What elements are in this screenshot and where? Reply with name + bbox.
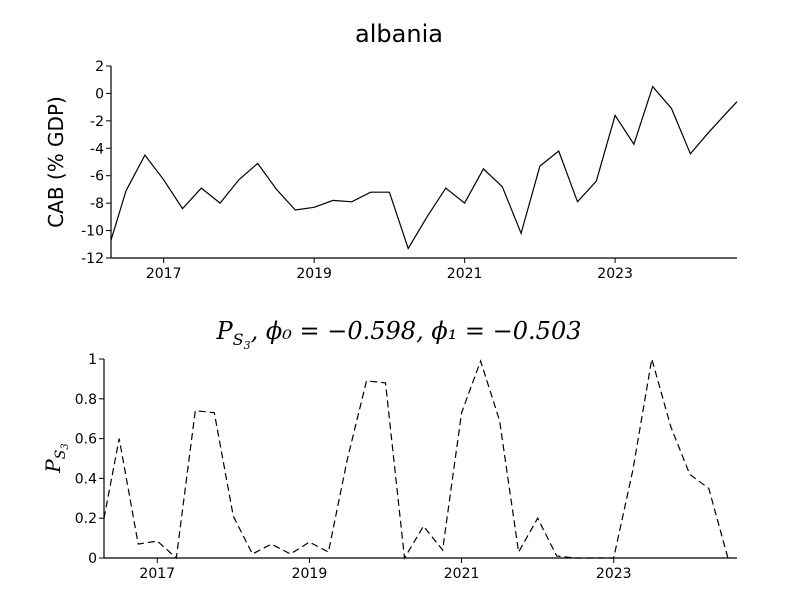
ylabel-P: P [41,459,65,474]
cab-series-line [110,85,738,250]
y-tick-label: -12 [81,251,104,267]
cab-chart-title: albania [355,20,443,48]
x-tick-label: 2017 [146,266,182,282]
probability-chart-title: PS3, ϕ₀ = −0.598, ϕ₁ = −0.503 [216,317,582,352]
ylabel-sub-S: S [53,450,69,460]
y-tick-label: 0 [88,551,97,567]
x-tick-label: 2021 [447,266,483,282]
cab-chart: albania CAB (% GDP) -12 -10 -8 -6 -4 -2 0 2 2017… [44,20,738,282]
probability-chart: PS3, ϕ₀ = −0.598, ϕ₁ = −0.503 PS3 00.20.… [41,317,737,582]
y-tick-label: 2 [95,59,104,75]
cab-points-group [111,86,737,248]
x-tick-label: 2023 [596,566,632,582]
y-tick-label: -6 [90,169,104,185]
y-tick-label: -2 [90,114,104,130]
y-tick-label: -10 [81,224,104,240]
x-tick-label: 2023 [597,266,633,282]
y-tick-label: -4 [90,141,104,157]
title-params: , ϕ₀ = −0.598, ϕ₁ = −0.503 [251,317,582,345]
y-tick-label: 0.8 [75,392,97,408]
cab-y-axis-label: CAB (% GDP) [44,96,68,228]
ylabel-subsub-3: 3 [60,443,71,449]
title-subsub-3: 3 [244,339,251,352]
y-tick-label: -8 [90,196,104,212]
probability-tick-group: 0 0.2 0.4 0.6 0.8 1 2017 2019 2021 2023 [75,352,632,582]
cab-tick-group: -12 -10 -8 -6 -4 -2 0 2 2017 2019 2021 2023 [81,59,633,282]
x-tick-label: 2017 [139,566,175,582]
probability-y-axis-label: PS3 [41,443,71,473]
y-tick-label: 0 [95,86,104,102]
x-tick-label: 2019 [296,266,332,282]
probability-series-line [103,358,729,560]
y-tick-label: 0.2 [75,511,97,527]
y-tick-label: 0.4 [75,471,97,487]
y-tick-label: 0.6 [75,432,97,448]
x-tick-label: 2021 [444,566,480,582]
title-sub-S: S [233,330,244,349]
title-P: P [216,317,234,345]
probability-points-group [104,359,728,558]
y-tick-label: 1 [88,352,97,368]
x-tick-label: 2019 [292,566,328,582]
